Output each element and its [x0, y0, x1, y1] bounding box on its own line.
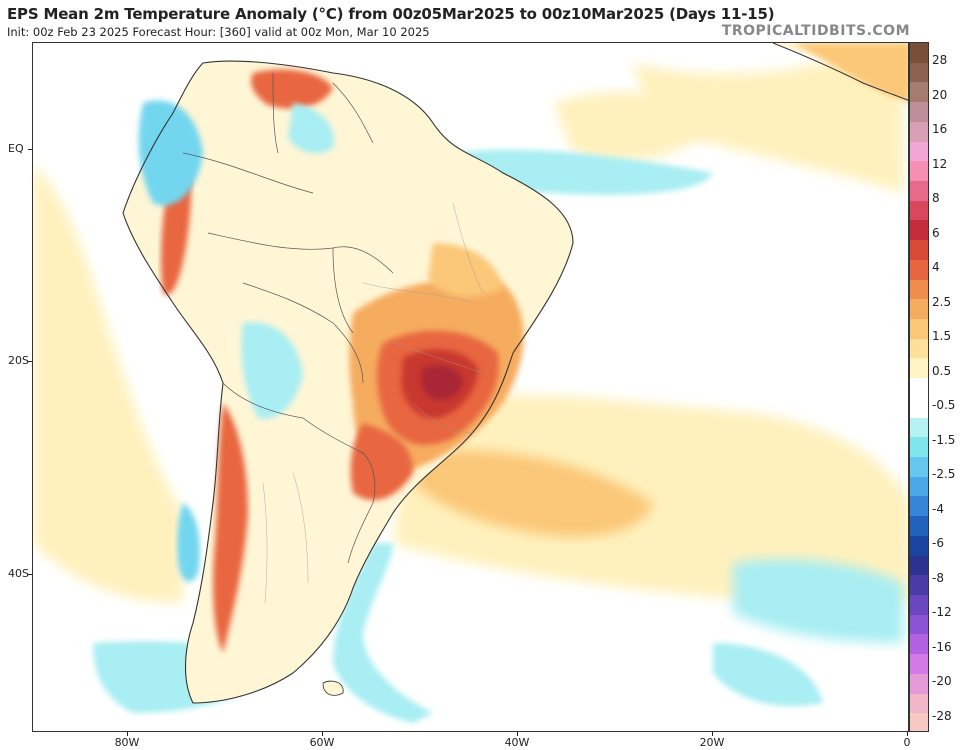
- colorbar-swatch: [910, 654, 928, 675]
- colorbar-swatch: [910, 437, 928, 458]
- colorbar-swatch: [910, 595, 928, 616]
- colorbar-swatch: [910, 102, 928, 123]
- ocean-anomaly-fill: [33, 53, 908, 723]
- lat-label-40s: 40S: [8, 567, 29, 580]
- colorbar-swatch: [910, 338, 928, 360]
- colorbar-swatch: [910, 575, 928, 596]
- colorbar-swatch: [910, 358, 928, 379]
- colorbar-swatch: [910, 555, 928, 576]
- colorbar-label: -16: [932, 639, 952, 654]
- colorbar-label: -1.5: [932, 432, 956, 447]
- colorbar-swatch: [910, 82, 928, 103]
- colorbar-swatch: [910, 614, 928, 636]
- colorbar-swatch: [910, 476, 928, 498]
- lat-tick: [28, 149, 32, 150]
- coastlines: [122, 60, 574, 704]
- colorbar-swatch: [910, 62, 928, 84]
- colorbar-label: 8: [932, 191, 940, 206]
- map-plot-area[interactable]: [32, 42, 909, 732]
- colorbar-label: 1.5: [932, 329, 952, 344]
- map-title: EPS Mean 2m Temperature Anomaly (°C) fro…: [7, 5, 775, 23]
- colorbar-swatch: [910, 181, 928, 202]
- lon-tick: [127, 732, 128, 736]
- lon-label-0: 0: [903, 736, 911, 749]
- colorbar-swatch: [910, 516, 928, 537]
- south-america-land: [123, 61, 573, 704]
- colorbar-label: -6: [932, 536, 944, 551]
- colorbar-swatch: [910, 457, 928, 478]
- colorbar-label: 6: [932, 225, 940, 240]
- colorbar-swatch: [910, 220, 928, 241]
- colorbar-label: -0.5: [932, 398, 956, 413]
- anomaly-map: [33, 43, 908, 723]
- colorbar-swatch: [910, 673, 928, 695]
- lon-tick: [322, 732, 323, 736]
- colorbar-label: 0.5: [932, 363, 952, 378]
- lon-label-40w: 40W: [504, 736, 530, 749]
- colorbar-swatch: [910, 141, 928, 162]
- colorbar-swatch: [910, 43, 928, 64]
- colorbar-label: -2.5: [932, 467, 956, 482]
- colorbar-label: -4: [932, 501, 944, 516]
- lon-label-60w: 60W: [309, 736, 335, 749]
- colorbar-swatch: [910, 259, 928, 281]
- lat-tick: [28, 361, 32, 362]
- colorbar-label: 4: [932, 260, 940, 275]
- colorbar-label: 12: [932, 156, 948, 171]
- colorbar-swatch: [910, 496, 928, 517]
- colorbar-swatch: [910, 121, 928, 143]
- lon-tick: [517, 732, 518, 736]
- colorbar-swatch: [910, 397, 928, 419]
- brand-watermark: TROPICALTIDBITS.COM: [721, 23, 910, 39]
- africa-land: [772, 43, 908, 103]
- colorbar-swatch: [910, 200, 928, 222]
- colorbar-label: 20: [932, 87, 948, 102]
- colorbar-swatch: [910, 634, 928, 655]
- lat-tick: [28, 574, 32, 575]
- colorbar-label: -8: [932, 570, 944, 585]
- colorbar-label: 28: [932, 53, 948, 67]
- colorbar-label: -28: [932, 709, 952, 723]
- colorbar-swatch: [910, 161, 928, 182]
- lon-tick: [907, 732, 908, 736]
- lon-label-80w: 80W: [114, 736, 140, 749]
- colorbar-swatch: [910, 240, 928, 261]
- map-subtitle: Init: 00z Feb 23 2025 Forecast Hour: [36…: [7, 25, 430, 39]
- colorbar-swatch: [910, 693, 928, 714]
- colorbar: [909, 42, 929, 732]
- colorbar-label: 16: [932, 122, 948, 137]
- colorbar-swatch: [910, 279, 928, 300]
- country-borders: [182, 72, 394, 564]
- lat-label-20s: 20S: [8, 354, 29, 367]
- colorbar-label: -12: [932, 605, 952, 620]
- colorbar-swatch: [910, 378, 928, 399]
- colorbar-label: -20: [932, 674, 952, 689]
- falklands: [322, 680, 344, 696]
- colorbar-label: 2.5: [932, 294, 952, 309]
- colorbar-swatch: [910, 713, 928, 731]
- colorbar-swatch: [910, 299, 928, 320]
- lon-label-20w: 20W: [699, 736, 725, 749]
- colorbar-swatch: [910, 417, 928, 438]
- lon-tick: [712, 732, 713, 736]
- colorbar-swatch: [910, 535, 928, 557]
- lat-label-eq: EQ: [8, 142, 24, 155]
- colorbar-swatch: [910, 319, 928, 340]
